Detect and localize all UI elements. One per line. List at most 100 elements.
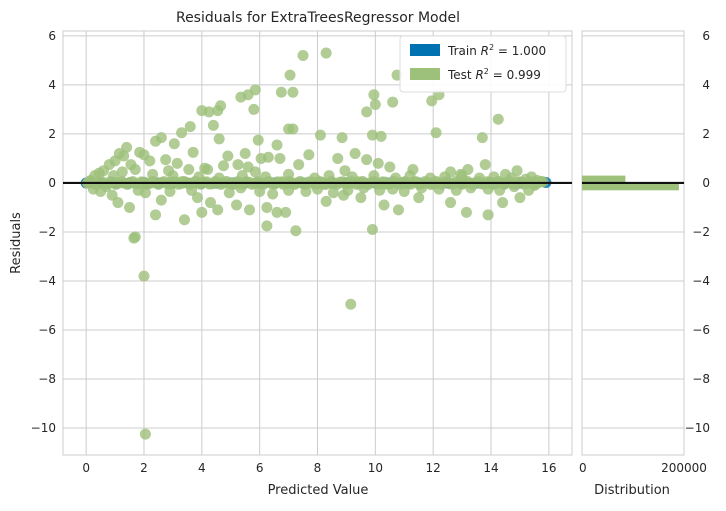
y-tick-label: −2 xyxy=(38,225,56,239)
test-point xyxy=(155,132,167,144)
test-point xyxy=(290,225,302,237)
test-point xyxy=(239,148,251,160)
test-point xyxy=(132,184,144,196)
test-point xyxy=(514,192,526,204)
chart-title: Residuals for ExtraTreesRegressor Model xyxy=(176,10,460,26)
x-tick-label: 4 xyxy=(198,461,206,475)
test-point xyxy=(232,159,244,171)
test-point xyxy=(284,69,296,81)
test-point xyxy=(176,127,188,139)
test-point xyxy=(113,148,125,160)
test-point xyxy=(254,186,266,198)
test-point xyxy=(184,121,196,133)
legend-swatch-test xyxy=(410,68,440,80)
test-point xyxy=(147,168,159,180)
test-point xyxy=(248,103,260,115)
test-point xyxy=(297,50,309,62)
test-point xyxy=(204,197,216,209)
x-tick-label: 10 xyxy=(368,461,383,475)
hist-y-tick-label: −6 xyxy=(692,323,710,337)
test-point xyxy=(320,47,332,59)
test-point xyxy=(129,231,141,243)
histogram-plot-area: 0 200000 −10 −8 −6 −4 −2 0 2 4 6 xyxy=(579,29,710,475)
x-axis-label: Predicted Value xyxy=(268,483,369,498)
legend-swatch-train xyxy=(410,44,440,56)
x-tick-label: 6 xyxy=(256,461,264,475)
test-point xyxy=(287,123,299,135)
test-point xyxy=(366,129,378,141)
test-point xyxy=(196,206,208,218)
test-point xyxy=(236,170,248,182)
test-point xyxy=(112,197,124,209)
test-point xyxy=(199,162,211,174)
test-point xyxy=(271,206,283,218)
test-point xyxy=(222,150,234,162)
test-point xyxy=(369,99,381,111)
y-tick-labels: −10 −8 −6 −4 −2 0 2 4 6 xyxy=(31,29,56,435)
test-point xyxy=(244,204,256,216)
test-point xyxy=(235,91,247,103)
test-point xyxy=(193,171,205,183)
test-point xyxy=(345,298,357,310)
test-point xyxy=(176,176,188,188)
x-tick-label: 16 xyxy=(541,461,556,475)
test-point xyxy=(349,148,361,160)
test-point xyxy=(116,166,128,178)
test-point xyxy=(178,214,190,226)
test-point xyxy=(439,171,451,183)
hist-x-tick-label: 0 xyxy=(579,461,587,475)
test-point xyxy=(203,106,215,118)
test-point xyxy=(150,209,162,221)
test-point xyxy=(505,172,517,184)
hist-y-tick-label: −10 xyxy=(685,421,710,435)
histogram-bars xyxy=(582,175,684,191)
hist-y-tick-label: 4 xyxy=(702,78,710,92)
test-point xyxy=(392,204,404,216)
test-point xyxy=(293,159,305,171)
test-point xyxy=(426,95,438,107)
test-point xyxy=(473,172,485,184)
test-point xyxy=(494,184,506,196)
test-point xyxy=(445,197,457,209)
y-tick-label: 2 xyxy=(48,127,56,141)
test-point xyxy=(213,133,225,145)
test-point xyxy=(410,176,422,188)
test-point xyxy=(207,119,219,131)
test-point xyxy=(372,157,384,169)
x-tick-label: 14 xyxy=(483,461,498,475)
x-tick-labels: 0 2 4 6 8 10 12 14 16 xyxy=(82,461,556,475)
test-point xyxy=(476,132,488,144)
test-point xyxy=(108,170,120,182)
y-tick-label: 4 xyxy=(48,78,56,92)
test-point xyxy=(455,168,467,180)
test-point xyxy=(218,160,230,172)
test-point xyxy=(139,428,151,440)
test-point xyxy=(231,199,243,211)
histogram-frame xyxy=(581,30,685,456)
test-point xyxy=(261,201,273,213)
test-point xyxy=(271,139,283,151)
test-point xyxy=(460,206,472,218)
test-point xyxy=(352,176,364,188)
y-tick-label: 0 xyxy=(48,176,56,190)
test-point xyxy=(309,172,321,184)
y-tick-label: −6 xyxy=(38,323,56,337)
histogram-x-label: Distribution xyxy=(594,483,670,498)
legend-label-train: Train R2 = 1.000 xyxy=(447,43,546,58)
test-point xyxy=(384,161,396,173)
test-point xyxy=(378,199,390,211)
test-point xyxy=(124,201,136,213)
test-point xyxy=(160,154,172,166)
test-point xyxy=(168,138,180,150)
test-point xyxy=(287,86,299,98)
test-point xyxy=(361,106,373,118)
legend-label-test: Test R2 = 0.999 xyxy=(447,67,541,82)
test-point xyxy=(482,209,494,221)
test-point xyxy=(314,129,326,141)
test-point xyxy=(277,176,289,188)
x-tick-label: 8 xyxy=(314,461,322,475)
test-point xyxy=(427,178,439,190)
main-plot-area: 0 2 4 6 8 10 12 14 16 −10 −8 −6 −4 −2 0 2 4 6 xyxy=(31,29,573,475)
